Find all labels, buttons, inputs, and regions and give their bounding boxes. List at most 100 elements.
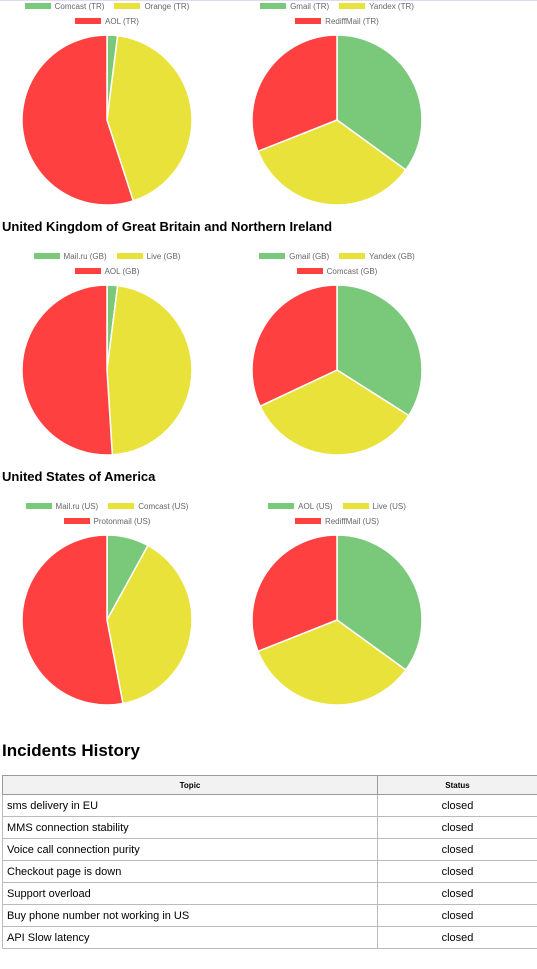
legend-label: Yandex (TR)	[369, 2, 414, 11]
pie-slice[interactable]	[21, 284, 114, 456]
legend-label: Comcast (US)	[138, 502, 189, 511]
legend-item[interactable]: Gmail (GB)	[259, 252, 329, 262]
legend-item[interactable]: Yandex (TR)	[339, 2, 414, 12]
pie-svg	[251, 34, 423, 206]
pie-slice[interactable]	[336, 34, 423, 172]
legend-item[interactable]: Comcast (GB)	[296, 267, 378, 277]
legend-label: RediffMail (TR)	[325, 17, 379, 26]
legend-swatch	[74, 267, 101, 274]
legend-item[interactable]: AOL (TR)	[75, 17, 139, 27]
incident-status: closed	[377, 926, 537, 949]
incident-topic: sms delivery in EU	[2, 794, 378, 817]
legend-swatch	[108, 502, 135, 509]
chart-legend: Protonmail (US)	[0, 517, 214, 527]
chart-legend: AOL (US) Live (US)	[230, 502, 444, 512]
legend-label: Live (GB)	[146, 252, 181, 261]
legend-swatch	[268, 502, 295, 509]
legend-label: Comcast (TR)	[54, 2, 105, 11]
section-heading: United States of America	[2, 469, 156, 484]
chart-legend: Comcast (GB)	[230, 267, 444, 277]
incident-status: closed	[377, 838, 537, 861]
chart-legend: Mail.ru (GB) Live (GB)	[0, 252, 214, 262]
chart-legend: RediffMail (US)	[230, 517, 444, 527]
pie-svg	[21, 534, 193, 706]
pie-chart: Mail.ru (GB) Live (GB) AOL (GB)	[0, 250, 230, 460]
legend-swatch	[339, 252, 366, 259]
legend-label: Orange (TR)	[144, 2, 190, 11]
legend-swatch	[75, 17, 102, 24]
pie-slice[interactable]	[336, 534, 423, 672]
legend-item[interactable]: Comcast (TR)	[24, 2, 105, 12]
section-heading: United Kingdom of Great Britain and Nort…	[2, 219, 333, 234]
legend-swatch	[259, 252, 286, 259]
top-border	[0, 0, 537, 1]
legend-swatch	[24, 2, 51, 9]
legend-item[interactable]: AOL (US)	[268, 502, 333, 512]
legend-label: Comcast (GB)	[326, 267, 378, 276]
pie-chart: Mail.ru (US) Comcast (US) Protonmail (US)	[0, 500, 230, 710]
pie-slice[interactable]	[256, 619, 407, 706]
chart-legend: Gmail (GB) Yandex (GB)	[230, 252, 444, 262]
legend-swatch	[260, 2, 287, 9]
incident-topic: Checkout page is down	[2, 860, 378, 883]
legend-item[interactable]: Orange (TR)	[114, 2, 189, 12]
legend-label: Live (US)	[372, 502, 406, 511]
legend-swatch	[63, 517, 90, 524]
incident-topic: API Slow latency	[2, 926, 378, 949]
pie-slice[interactable]	[21, 534, 124, 706]
legend-label: Gmail (TR)	[290, 2, 330, 11]
pie-slice[interactable]	[106, 284, 193, 456]
legend-item[interactable]: RediffMail (US)	[294, 517, 379, 527]
legend-item[interactable]: RediffMail (TR)	[295, 17, 379, 27]
legend-item[interactable]: Gmail (TR)	[260, 2, 329, 12]
legend-label: AOL (TR)	[105, 17, 139, 26]
pie-slice[interactable]	[21, 34, 135, 206]
legend-label: Protonmail (US)	[93, 517, 151, 526]
pie-svg	[21, 284, 193, 456]
legend-item[interactable]: Mail.ru (US)	[25, 502, 98, 512]
legend-item[interactable]: AOL (GB)	[74, 267, 139, 277]
pie-svg	[21, 34, 193, 206]
incident-status: closed	[377, 882, 537, 905]
pie-slice[interactable]	[106, 34, 193, 202]
table-row: Voice call connection purity closed	[2, 838, 537, 861]
pie-slice[interactable]	[256, 119, 407, 206]
legend-swatch	[114, 2, 141, 9]
legend-item[interactable]: Yandex (GB)	[339, 252, 415, 262]
pie-svg	[251, 534, 423, 706]
chart-legend: Mail.ru (US) Comcast (US)	[0, 502, 214, 512]
table-header-row: Topic Status	[2, 775, 537, 795]
incident-topic: MMS connection stability	[2, 816, 378, 839]
pie-slice[interactable]	[251, 34, 338, 153]
incident-topic: Buy phone number not working in US	[2, 904, 378, 927]
legend-swatch	[339, 2, 366, 9]
legend-label: AOL (US)	[298, 502, 333, 511]
legend-item[interactable]: Live (US)	[342, 502, 406, 512]
pie-slice[interactable]	[251, 284, 338, 408]
incident-status: closed	[377, 904, 537, 927]
pie-slice[interactable]	[259, 369, 410, 456]
pie-chart: Gmail (GB) Yandex (GB) Comcast (GB)	[230, 250, 460, 460]
incident-topic: Voice call connection purity	[2, 838, 378, 861]
legend-label: Yandex (GB)	[369, 252, 415, 261]
table-row: Buy phone number not working in US closed	[2, 904, 537, 927]
incidents-table: Topic Status sms delivery in EU closed MMS…	[2, 775, 537, 949]
chart-legend: Gmail (TR) Yandex (TR)	[230, 2, 444, 12]
incident-status: closed	[377, 816, 537, 839]
legend-swatch	[116, 252, 143, 259]
legend-item[interactable]: Mail.ru (GB)	[33, 252, 107, 262]
pie-slice[interactable]	[251, 534, 338, 653]
pie-svg	[251, 284, 423, 456]
chart-legend: RediffMail (TR)	[230, 17, 444, 27]
legend-swatch	[25, 502, 52, 509]
legend-item[interactable]: Live (GB)	[116, 252, 181, 262]
pie-chart: AOL (US) Live (US) RediffMail (US)	[230, 500, 460, 710]
chart-legend: AOL (TR)	[0, 17, 214, 27]
legend-item[interactable]: Comcast (US)	[108, 502, 188, 512]
pie-slice[interactable]	[106, 544, 193, 705]
pie-chart: Gmail (TR) Yandex (TR) RediffMail (TR)	[230, 0, 460, 210]
chart-legend: AOL (GB)	[0, 267, 214, 277]
pie-chart: Comcast (TR) Orange (TR) AOL (TR)	[0, 0, 230, 210]
topic-column-header: Topic	[2, 775, 378, 795]
legend-item[interactable]: Protonmail (US)	[63, 517, 151, 527]
